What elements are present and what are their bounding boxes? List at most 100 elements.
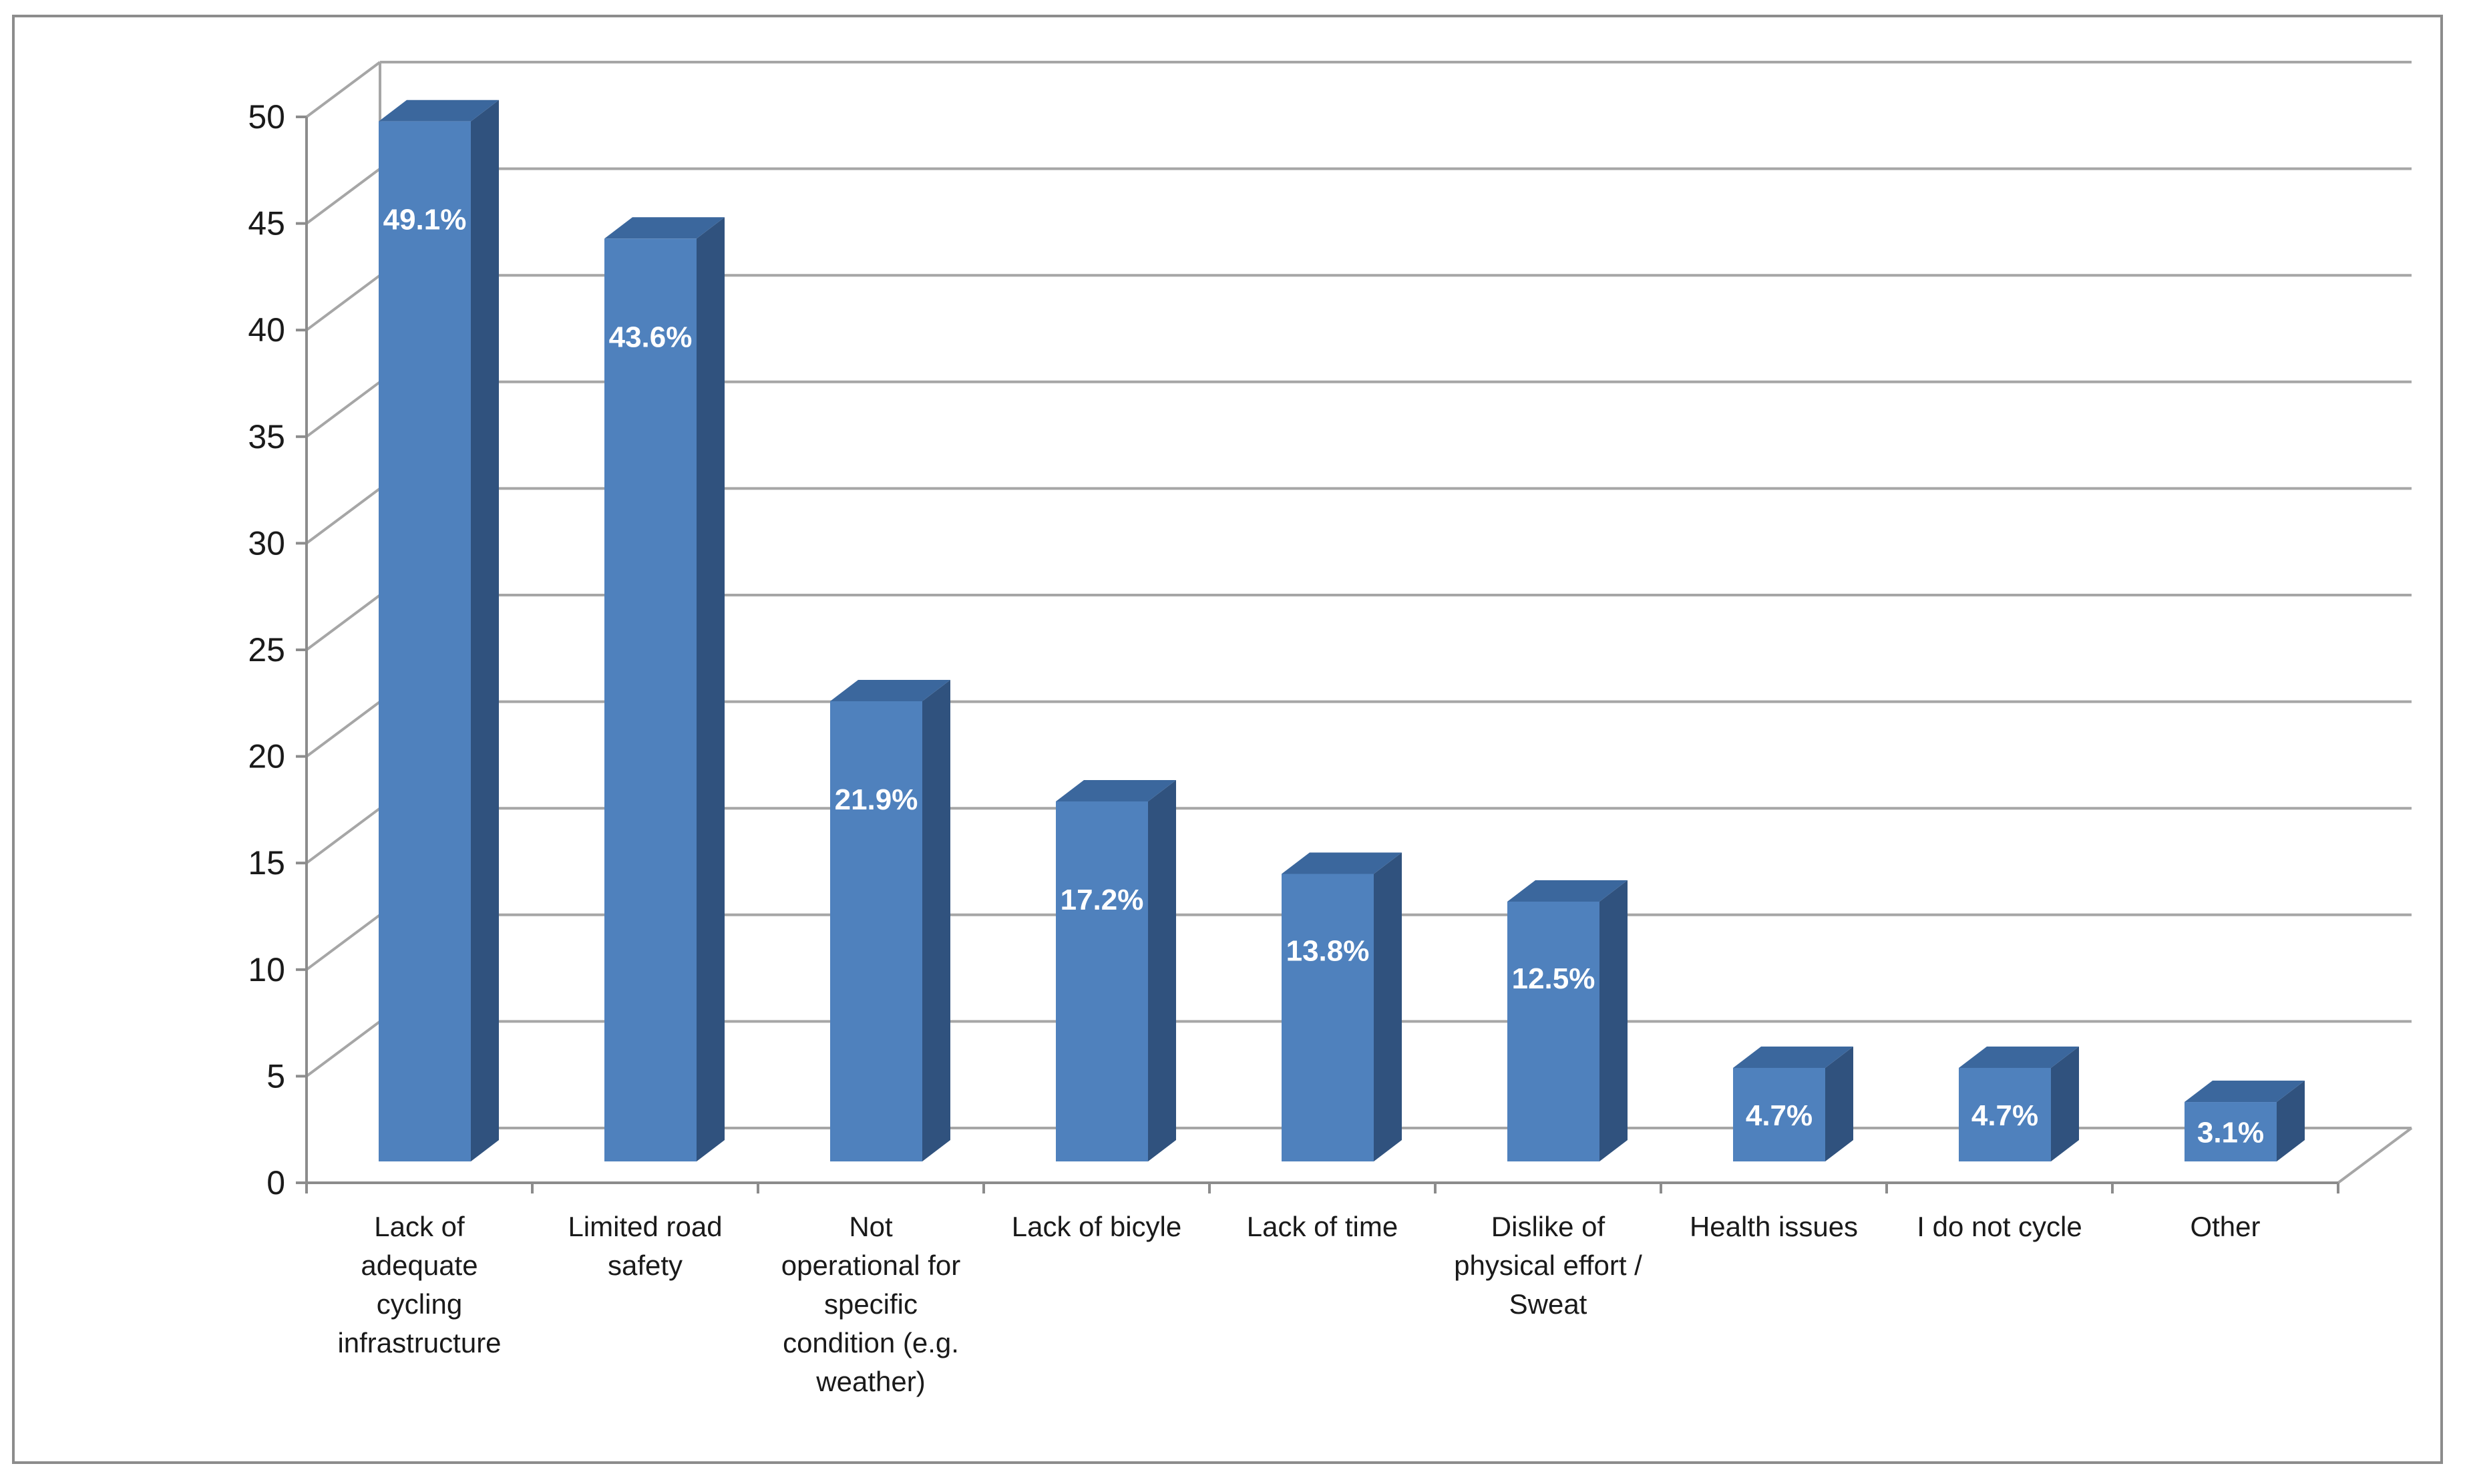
category-label-line: condition (e.g. — [783, 1327, 959, 1358]
category-label-line: weather) — [815, 1366, 925, 1397]
y-tick-label: 5 — [266, 1057, 285, 1095]
category-label: Limited road safety — [568, 1211, 722, 1281]
gridline-side — [305, 807, 381, 864]
bar-side — [1148, 779, 1176, 1161]
category-label-line: operational for — [781, 1250, 961, 1281]
category-label-line: adequate — [361, 1250, 478, 1281]
bar-6 — [1733, 1046, 1853, 1161]
gridline-side — [305, 700, 381, 758]
bar-front — [830, 701, 922, 1161]
bar-5 — [1507, 880, 1628, 1161]
category-label-line: Dislike of — [1491, 1211, 1605, 1242]
category-label-line: Lack of — [374, 1211, 465, 1242]
bar-side — [1599, 880, 1628, 1161]
bar-side — [2051, 1046, 2079, 1161]
category-label: I do not cycle — [1917, 1211, 2082, 1242]
data-label: 4.7% — [1971, 1099, 2038, 1132]
bar-side — [697, 217, 725, 1162]
category-label: Health issues — [1690, 1211, 1858, 1242]
category-label-line: Not — [849, 1211, 893, 1242]
category-label: Dislike of physical effort / Sweat — [1454, 1211, 1642, 1320]
category-label-line: infrastructure — [337, 1327, 501, 1358]
bar-0 — [379, 100, 499, 1161]
y-tick-label: 25 — [248, 631, 285, 669]
bar-top — [1056, 779, 1176, 801]
category-label-line: I do not cycle — [1917, 1211, 2082, 1242]
bar-8 — [2185, 1081, 2305, 1161]
y-tick-label: 50 — [248, 98, 285, 136]
bar-top — [830, 679, 950, 701]
data-label: 4.7% — [1746, 1099, 1813, 1132]
bar-3 — [1056, 779, 1176, 1161]
category-label-line: safety — [608, 1250, 683, 1281]
bar-top — [379, 100, 499, 122]
bar-front — [1959, 1067, 2051, 1161]
gridline-side — [305, 381, 381, 438]
bar-front — [604, 238, 697, 1162]
category-labels: Lack of adequate cycling infrastructure Limi… — [337, 1211, 2260, 1397]
bar-top — [1282, 852, 1402, 874]
bar-top — [1507, 880, 1628, 902]
data-label: 43.6% — [609, 321, 693, 353]
floor-right-edge — [2337, 1127, 2413, 1184]
y-tick-label: 20 — [248, 738, 285, 775]
category-label: Not operational for specific condition (e.g… — [781, 1211, 961, 1397]
gridline-side — [305, 594, 381, 651]
y-tick-label: 30 — [248, 524, 285, 562]
y-tick-label: 0 — [266, 1164, 285, 1201]
category-label-line: Lack of time — [1247, 1211, 1398, 1242]
gridline-side — [305, 914, 381, 971]
data-label: 3.1% — [2197, 1117, 2264, 1149]
bar-top — [2185, 1081, 2305, 1103]
y-tick-label: 35 — [248, 418, 285, 455]
category-label-line: Lack of bicyle — [1012, 1211, 1181, 1242]
bars — [379, 100, 2305, 1162]
category-label: Other — [2190, 1211, 2260, 1242]
category-label-line: specific — [824, 1288, 918, 1320]
bar-top — [1959, 1046, 2079, 1068]
bar-1 — [604, 217, 725, 1162]
data-label: 21.9% — [835, 783, 918, 816]
y-tick-labels: 0 5 10 15 20 25 30 35 40 45 50 — [248, 98, 285, 1201]
data-label: 13.8% — [1286, 935, 1370, 968]
category-label-line: Limited road — [568, 1211, 722, 1242]
category-label: Lack of time — [1247, 1211, 1398, 1242]
bar-2 — [830, 679, 950, 1161]
gridline-side — [305, 61, 381, 118]
bar-top — [1733, 1046, 1853, 1068]
bar-chart: 0 5 10 15 20 25 30 35 40 45 50 49.1% 43.6% 21.9% 17.2… — [248, 61, 2413, 1397]
category-label-line: Health issues — [1690, 1211, 1858, 1242]
category-label: Lack of adequate cycling infrastructure — [337, 1211, 501, 1358]
data-label: 17.2% — [1061, 884, 1144, 916]
bar-front — [1056, 801, 1148, 1161]
gridline-side — [305, 274, 381, 331]
y-tick-label: 40 — [248, 311, 285, 349]
bar-side — [1374, 852, 1402, 1161]
category-label-line: physical effort / — [1454, 1250, 1642, 1281]
bar-4 — [1282, 852, 1402, 1161]
chart-frame: 0 5 10 15 20 25 30 35 40 45 50 49.1% 43.6% 21.9% 17.2… — [12, 15, 2443, 1464]
bar-side — [922, 679, 950, 1161]
data-label: 49.1% — [383, 204, 467, 236]
y-tick-label: 15 — [248, 844, 285, 882]
data-label: 12.5% — [1512, 962, 1595, 995]
gridline-side — [305, 1020, 381, 1078]
bar-top — [604, 217, 725, 239]
bar-front — [2185, 1102, 2277, 1161]
bar-front — [1733, 1067, 1825, 1161]
gridline-side — [305, 487, 381, 545]
gridline-side — [305, 167, 381, 225]
y-tick-label: 45 — [248, 205, 285, 242]
y-tick-label: 10 — [248, 951, 285, 988]
category-label-line: cycling — [377, 1288, 462, 1320]
category-label: Lack of bicyle — [1012, 1211, 1181, 1242]
bar-side — [471, 100, 499, 1161]
bar-front — [1282, 874, 1374, 1161]
category-label-line: Sweat — [1509, 1288, 1587, 1320]
data-labels: 49.1% 43.6% 21.9% 17.2% 13.8% 12.5% 4.7% 4.7% 3.… — [383, 204, 2265, 1149]
bar-front — [379, 121, 471, 1161]
bar-front — [1507, 902, 1599, 1161]
category-label-line: Other — [2190, 1211, 2260, 1242]
bar-side — [2277, 1081, 2305, 1161]
bar-7 — [1959, 1046, 2079, 1161]
